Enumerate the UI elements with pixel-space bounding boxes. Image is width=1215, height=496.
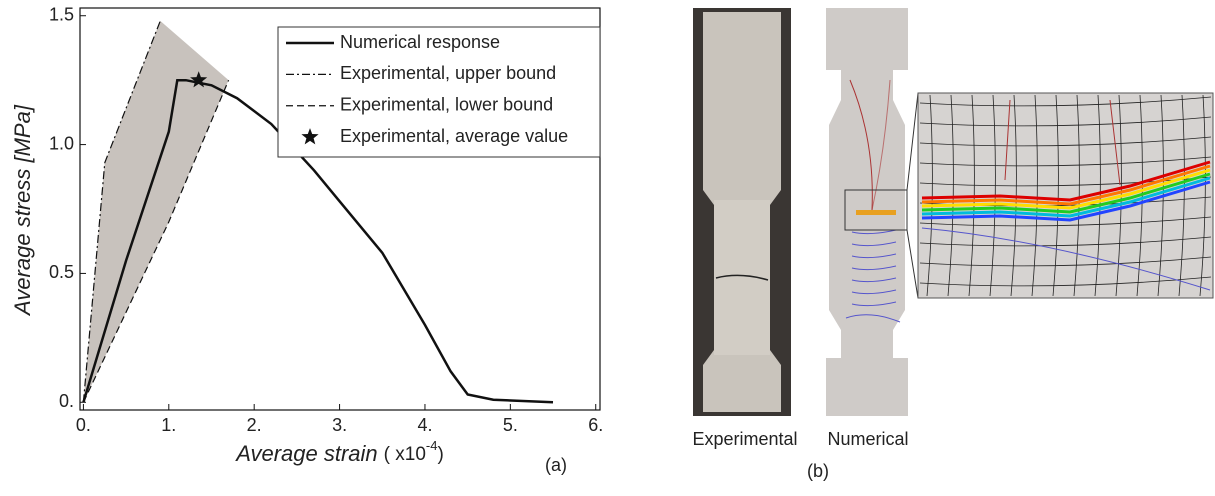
- y-tick-label: 0.: [59, 391, 74, 411]
- bound-region: [83, 20, 229, 403]
- mesh-line: [1010, 94, 1017, 297]
- x-tick-label: 1.: [161, 415, 176, 435]
- numerical-model: [826, 8, 919, 416]
- legend-marker: [301, 128, 319, 145]
- legend-box: [277, 26, 601, 158]
- chart: 0. 1. 2. 3. 4. 5. 6. 0. 0.5 1.0 1.5 Average strain (…: [10, 4, 603, 465]
- mesh-line: [919, 96, 1212, 107]
- series-line: [82, 79, 230, 403]
- caption: Experimental: [692, 429, 797, 449]
- y-axis-label: Average stress [MPa]: [10, 104, 35, 317]
- legend-label: Experimental, lower bound: [340, 94, 553, 114]
- mesh-line: [919, 236, 1212, 247]
- x-tick-label: 4.: [417, 415, 432, 435]
- mesh-line: [1094, 94, 1101, 297]
- legend-label: Experimental, upper bound: [340, 63, 556, 83]
- x-tick-label: 6.: [588, 415, 603, 435]
- x-axis-label-part: ( x10: [384, 444, 426, 465]
- mesh-line: [926, 94, 933, 297]
- mesh-line: [947, 94, 954, 297]
- x-axis-label: Average strain ( x10-4): [234, 438, 444, 465]
- mesh-line: [919, 276, 1212, 287]
- panel-label: (a): [545, 455, 567, 475]
- x-tick-label: 2.: [247, 415, 262, 435]
- mesh-line: [919, 156, 1212, 167]
- x-tick-label: 0.: [76, 415, 91, 435]
- y-tick-label: 1.5: [49, 4, 74, 24]
- legend-label: Experimental, average value: [340, 126, 568, 146]
- mesh-line: [1073, 94, 1080, 297]
- series-line: [82, 20, 161, 403]
- average-marker: [190, 71, 208, 88]
- mesh-inset: [917, 92, 1214, 299]
- legend-label: Numerical response: [340, 32, 500, 52]
- mesh-line: [919, 116, 1212, 127]
- crack-band: [921, 160, 1211, 222]
- mesh-line: [919, 256, 1212, 267]
- caption: Numerical: [827, 429, 908, 449]
- y-tick-label: 0.5: [49, 262, 74, 282]
- x-axis-label-part: Average strain: [234, 441, 377, 466]
- mesh-line: [919, 216, 1212, 227]
- mesh-line: [1052, 94, 1059, 297]
- experimental-photo: [693, 8, 791, 416]
- panel-label: (b): [807, 461, 829, 481]
- x-tick-label: 3.: [332, 415, 347, 435]
- mesh-line: [1031, 94, 1038, 297]
- y-tick-label: 1.0: [49, 133, 74, 153]
- x-axis-label-part: -4: [426, 438, 438, 453]
- x-tick-label: 5.: [503, 415, 518, 435]
- mesh-line: [919, 136, 1212, 147]
- x-axis-label-part: ): [437, 444, 443, 465]
- mesh-line: [1199, 94, 1206, 297]
